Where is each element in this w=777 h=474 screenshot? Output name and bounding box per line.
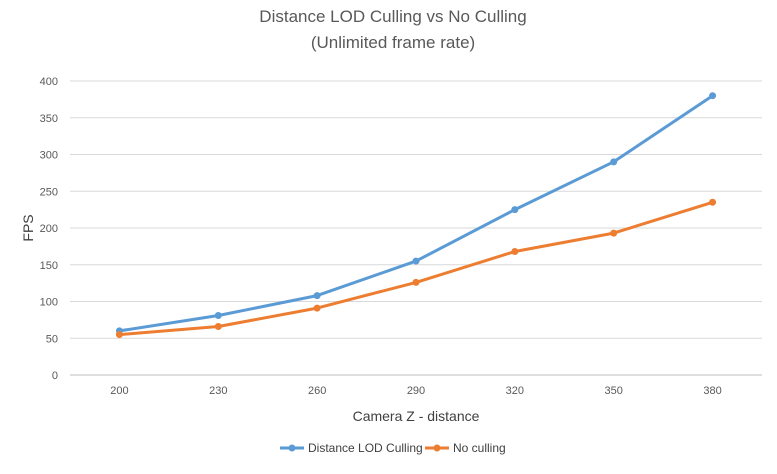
legend-swatch-marker bbox=[433, 444, 441, 452]
series-distance-lod-culling bbox=[115, 92, 717, 335]
y-tick-label: 150 bbox=[40, 260, 58, 272]
x-tick-label: 380 bbox=[703, 385, 721, 397]
series-no-culling bbox=[115, 198, 717, 339]
data-point bbox=[610, 229, 618, 237]
x-tick-label: 260 bbox=[308, 385, 326, 397]
legend: Distance LOD Culling No culling bbox=[280, 441, 506, 455]
y-axis-title: FPS bbox=[20, 214, 36, 241]
y-tick-label: 400 bbox=[40, 76, 58, 88]
data-point bbox=[313, 304, 321, 312]
legend-swatch-marker bbox=[288, 444, 296, 452]
data-point bbox=[709, 198, 717, 206]
legend-item: No culling bbox=[425, 441, 506, 455]
data-point bbox=[412, 278, 420, 286]
y-axis-ticks: 0 50 100 150 200 250 300 350 400 bbox=[40, 76, 58, 382]
x-tick-label: 200 bbox=[110, 385, 128, 397]
data-point bbox=[214, 322, 222, 330]
x-axis-ticks: 200 230 260 290 320 350 380 bbox=[110, 385, 722, 397]
data-point bbox=[214, 311, 222, 319]
series-layer bbox=[115, 92, 717, 339]
y-tick-label: 300 bbox=[40, 150, 58, 162]
x-tick-label: 350 bbox=[605, 385, 623, 397]
y-tick-label: 350 bbox=[40, 113, 58, 125]
data-point bbox=[313, 292, 321, 300]
data-point bbox=[511, 206, 519, 214]
chart-subtitle: (Unlimited frame rate) bbox=[311, 33, 475, 52]
gridlines bbox=[70, 80, 762, 376]
data-point bbox=[709, 92, 717, 100]
legend-item: Distance LOD Culling bbox=[280, 441, 423, 455]
y-tick-label: 50 bbox=[46, 333, 58, 345]
data-point bbox=[115, 331, 123, 339]
data-point bbox=[511, 248, 519, 256]
x-axis-title: Camera Z - distance bbox=[353, 408, 480, 424]
x-tick-label: 320 bbox=[506, 385, 524, 397]
y-tick-label: 250 bbox=[40, 186, 58, 198]
data-point bbox=[412, 257, 420, 265]
series-line bbox=[117, 200, 715, 337]
x-tick-label: 290 bbox=[407, 385, 425, 397]
chart-title: Distance LOD Culling vs No Culling bbox=[259, 7, 526, 26]
legend-label: No culling bbox=[453, 441, 506, 455]
y-tick-label: 200 bbox=[40, 223, 58, 235]
x-tick-label: 230 bbox=[209, 385, 227, 397]
y-tick-label: 100 bbox=[40, 297, 58, 309]
y-tick-label: 0 bbox=[52, 370, 58, 382]
legend-label: Distance LOD Culling bbox=[308, 441, 423, 455]
data-point bbox=[610, 158, 618, 166]
series-line bbox=[117, 94, 715, 333]
